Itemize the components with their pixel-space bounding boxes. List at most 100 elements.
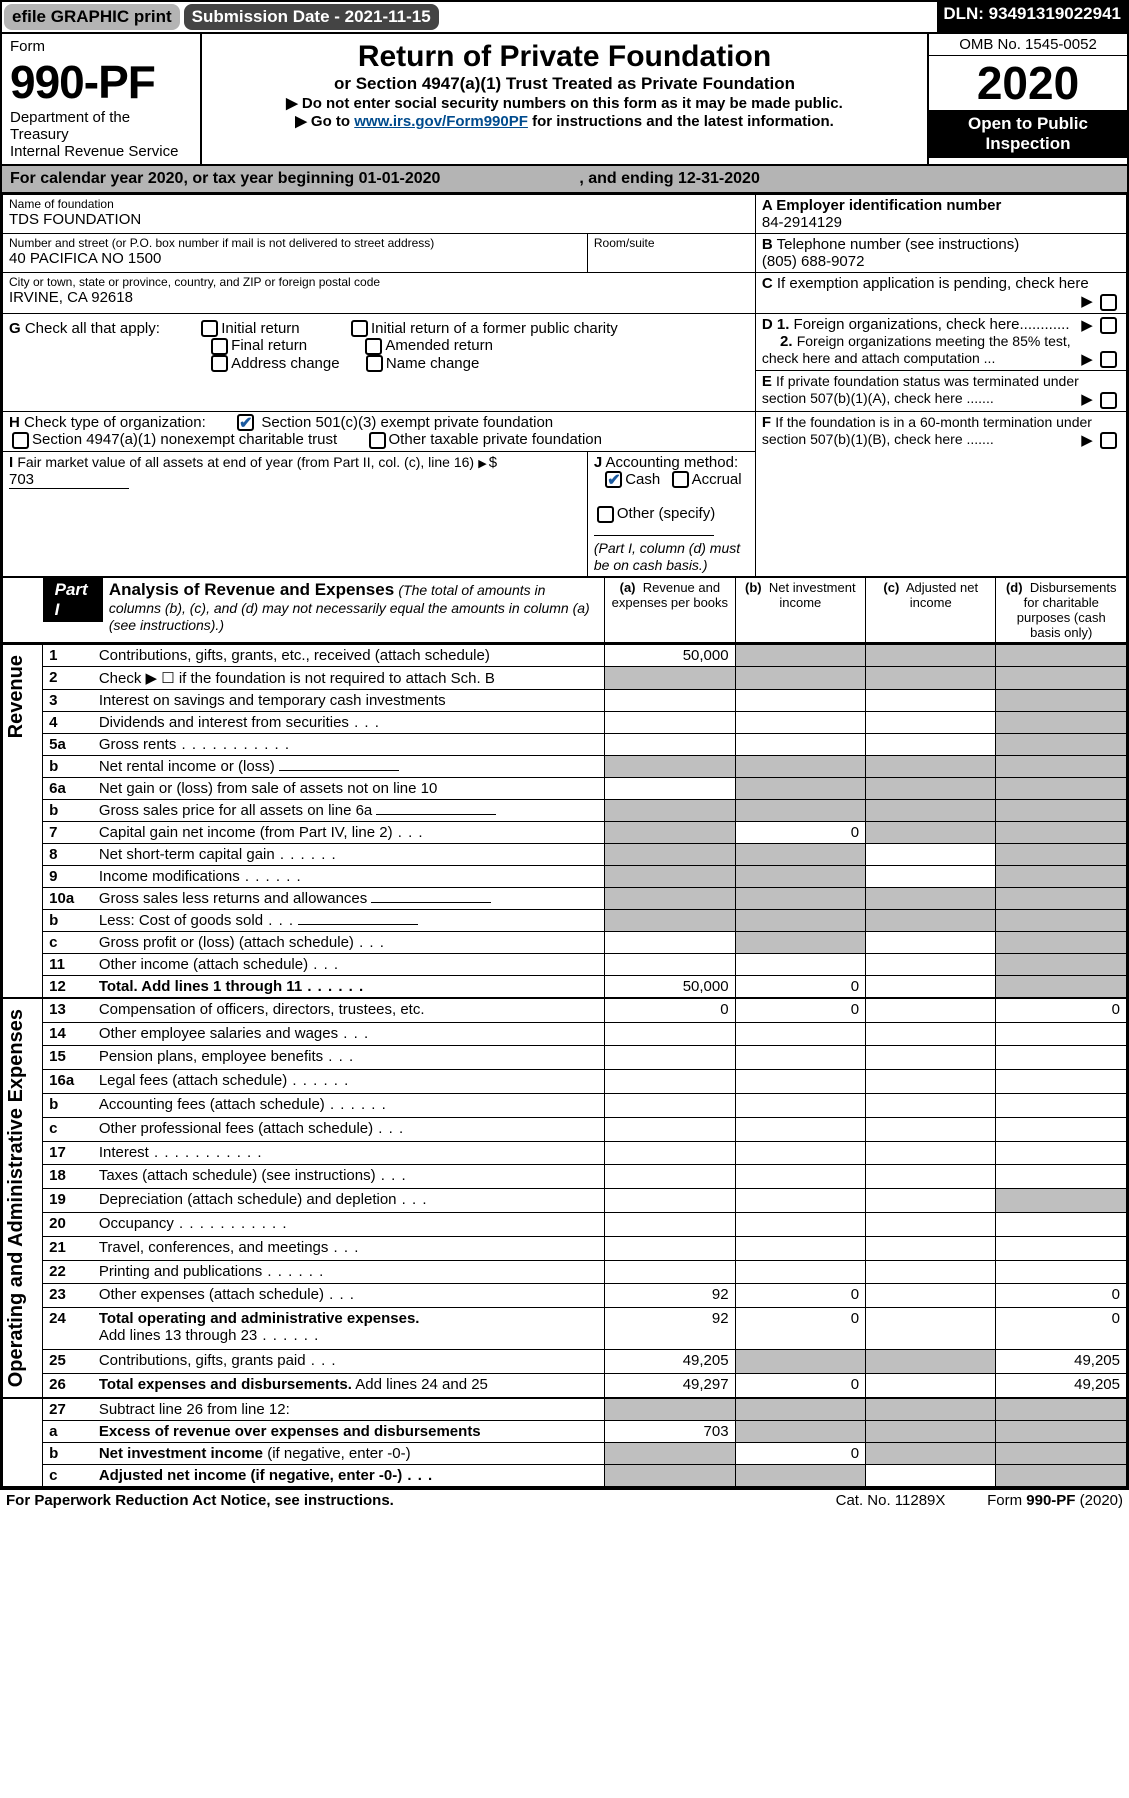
table-row: 15Pension plans, employee benefits xyxy=(3,1046,1127,1070)
g-amended[interactable] xyxy=(365,338,382,355)
form-word: Form xyxy=(10,38,192,55)
table-row: cGross profit or (loss) (attach schedule… xyxy=(3,931,1127,953)
calendar-year-bar: For calendar year 2020, or tax year begi… xyxy=(2,166,1127,194)
table-row: 21Travel, conferences, and meetings xyxy=(3,1236,1127,1260)
addr-value: 40 PACIFICA NO 1500 xyxy=(9,250,581,267)
i-text: Fair market value of all assets at end o… xyxy=(17,454,474,470)
table-row: 20Occupancy xyxy=(3,1212,1127,1236)
b-label: B xyxy=(762,236,773,253)
open-to-public: Open to Public Inspection xyxy=(929,110,1127,158)
j-label: J xyxy=(594,454,602,471)
note-goto-pre: ▶ Go to xyxy=(295,113,354,130)
entity-info-table: Name of foundation TDS FOUNDATION A Empl… xyxy=(2,194,1127,577)
room-label: Room/suite xyxy=(594,236,749,250)
section-label: Revenue xyxy=(3,645,30,748)
table-row: 22Printing and publications xyxy=(3,1260,1127,1284)
note-no-ssn: ▶ Do not enter social security numbers o… xyxy=(212,94,917,112)
table-row: 19Depreciation (attach schedule) and dep… xyxy=(3,1189,1127,1213)
note-goto: ▶ Go to www.irs.gov/Form990PF for instru… xyxy=(212,112,917,130)
ein-value: 84-2914129 xyxy=(762,214,1120,231)
part1-grid: Revenue1Contributions, gifts, grants, et… xyxy=(2,644,1127,1488)
g-address-change[interactable] xyxy=(211,355,228,372)
efile-print-button[interactable]: efile GRAPHIC print xyxy=(4,4,180,30)
dept-treasury: Department of the Treasury xyxy=(10,109,192,143)
i-label: I xyxy=(9,454,13,471)
table-row: 18Taxes (attach schedule) (see instructi… xyxy=(3,1165,1127,1189)
e-text: If private foundation status was termina… xyxy=(762,373,1079,406)
c-text: If exemption application is pending, che… xyxy=(777,275,1089,292)
table-row: 3Interest on savings and temporary cash … xyxy=(3,689,1127,711)
table-row: 5aGross rents xyxy=(3,733,1127,755)
d2-checkbox[interactable] xyxy=(1100,351,1117,368)
table-row: bAccounting fees (attach schedule) xyxy=(3,1093,1127,1117)
table-row: 17Interest xyxy=(3,1141,1127,1165)
tax-year: 2020 xyxy=(929,56,1127,110)
topbar: efile GRAPHIC print Submission Date - 20… xyxy=(2,2,1127,34)
table-row: 16aLegal fees (attach schedule) xyxy=(3,1070,1127,1094)
form-header: Form 990-PF Department of the Treasury I… xyxy=(2,34,1127,166)
table-row: aExcess of revenue over expenses and dis… xyxy=(3,1420,1127,1442)
h-other-taxable[interactable] xyxy=(369,432,386,449)
table-row: 8Net short-term capital gain xyxy=(3,843,1127,865)
foundation-name: TDS FOUNDATION xyxy=(9,211,749,228)
g-name-change[interactable] xyxy=(366,355,383,372)
omb-number: OMB No. 1545-0052 xyxy=(929,34,1127,56)
d1-text: Foreign organizations, check here.......… xyxy=(794,316,1070,333)
part1-title: Analysis of Revenue and Expenses xyxy=(109,580,394,599)
d2-label: 2. xyxy=(780,333,793,350)
g-former-public[interactable] xyxy=(351,320,368,337)
table-row: 23Other expenses (attach schedule)9200 xyxy=(3,1284,1127,1308)
g-label: G xyxy=(9,320,21,337)
f-label: F xyxy=(762,414,771,431)
table-row: 24Total operating and administrative exp… xyxy=(3,1308,1127,1350)
form-id-block: Form 990-PF Department of the Treasury I… xyxy=(2,34,202,164)
h-501c3[interactable] xyxy=(237,414,254,431)
submission-date-pill: Submission Date - 2021-11-15 xyxy=(184,4,439,30)
phone-value: (805) 688-9072 xyxy=(762,253,1120,270)
city-value: IRVINE, CA 92618 xyxy=(9,289,749,306)
city-label: City or town, state or province, country… xyxy=(9,275,749,289)
g-initial-return[interactable] xyxy=(201,320,218,337)
cal-right: , and ending 12-31-2020 xyxy=(579,170,760,187)
d1-label: D 1. xyxy=(762,316,790,333)
j-cash[interactable] xyxy=(605,471,622,488)
section-label: Operating and Administrative Expenses xyxy=(3,999,30,1397)
e-label: E xyxy=(762,373,772,390)
g-final-return[interactable] xyxy=(211,338,228,355)
form-year-block: OMB No. 1545-0052 2020 Open to Public In… xyxy=(927,34,1127,164)
f-checkbox[interactable] xyxy=(1100,432,1117,449)
irs-label: Internal Revenue Service xyxy=(10,143,192,160)
b-text: Telephone number (see instructions) xyxy=(777,236,1020,253)
footer-right: Form 990-PF (2020) xyxy=(987,1492,1123,1509)
part1-label: Part I xyxy=(43,578,103,622)
col-b: Net investment income xyxy=(769,580,856,610)
footer-catno: Cat. No. 11289X xyxy=(836,1492,946,1509)
g-text: Check all that apply: xyxy=(25,320,160,337)
table-row: bNet investment income (if negative, ent… xyxy=(3,1442,1127,1464)
table-row: bNet rental income or (loss) xyxy=(3,755,1127,777)
table-row: Operating and Administrative Expenses13C… xyxy=(3,998,1127,1022)
c-label: C xyxy=(762,275,773,292)
col-d: Disbursements for charitable purposes (c… xyxy=(1017,580,1117,640)
ein-label: A Employer identification number xyxy=(762,197,1120,214)
page-footer: For Paperwork Reduction Act Notice, see … xyxy=(0,1490,1129,1511)
c-checkbox[interactable] xyxy=(1100,294,1117,311)
col-c: Adjusted net income xyxy=(906,580,978,610)
table-row: 4Dividends and interest from securities xyxy=(3,711,1127,733)
j-other[interactable] xyxy=(597,506,614,523)
h-4947[interactable] xyxy=(12,432,29,449)
table-row: 6aNet gain or (loss) from sale of assets… xyxy=(3,777,1127,799)
h-label: H xyxy=(9,414,20,431)
f-text: If the foundation is in a 60-month termi… xyxy=(762,414,1092,447)
form990pf-link[interactable]: www.irs.gov/Form990PF xyxy=(354,113,528,130)
table-row: 7Capital gain net income (from Part IV, … xyxy=(3,821,1127,843)
d1-checkbox[interactable] xyxy=(1100,317,1117,334)
table-row: 14Other employee salaries and wages xyxy=(3,1022,1127,1046)
j-text: Accounting method: xyxy=(606,454,739,471)
j-accrual[interactable] xyxy=(672,471,689,488)
table-row: 11Other income (attach schedule) xyxy=(3,953,1127,975)
table-row: bLess: Cost of goods sold xyxy=(3,909,1127,931)
form-title: Return of Private Foundation xyxy=(212,40,917,74)
table-row: 10aGross sales less returns and allowanc… xyxy=(3,887,1127,909)
e-checkbox[interactable] xyxy=(1100,392,1117,409)
